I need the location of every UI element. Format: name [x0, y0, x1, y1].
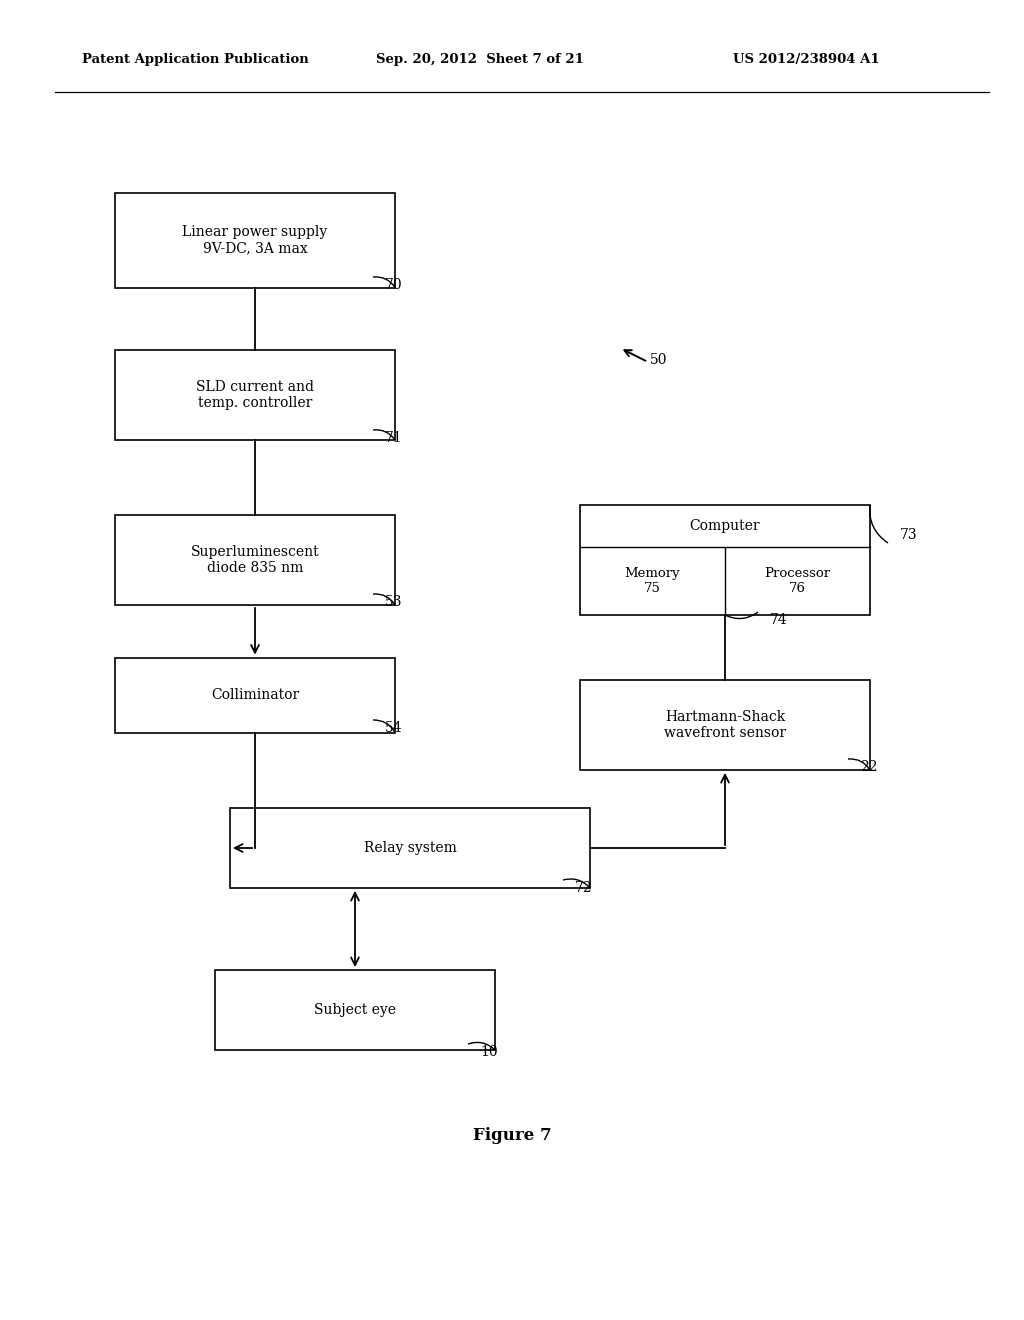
Bar	[115, 350, 395, 440]
Text: 50: 50	[650, 352, 668, 367]
Bar	[215, 970, 495, 1049]
Text: Subject eye: Subject eye	[314, 1003, 396, 1016]
Text: Figure 7: Figure 7	[473, 1126, 551, 1143]
Text: SLD current and
temp. controller: SLD current and temp. controller	[196, 380, 314, 411]
Text: Sep. 20, 2012  Sheet 7 of 21: Sep. 20, 2012 Sheet 7 of 21	[376, 54, 584, 66]
Text: 54: 54	[385, 721, 402, 735]
Bar	[580, 680, 870, 770]
Text: 22: 22	[860, 760, 878, 774]
Text: US 2012/238904 A1: US 2012/238904 A1	[733, 54, 880, 66]
Bar	[115, 193, 395, 288]
Text: 73: 73	[900, 528, 918, 543]
Text: Memory
75: Memory 75	[625, 566, 680, 595]
Text: 70: 70	[385, 279, 402, 292]
Bar	[580, 506, 870, 615]
Bar	[115, 515, 395, 605]
Text: Linear power supply
9V-DC, 3A max: Linear power supply 9V-DC, 3A max	[182, 224, 328, 255]
Text: 10: 10	[480, 1045, 498, 1059]
Text: 71: 71	[385, 432, 402, 445]
Text: Patent Application Publication: Patent Application Publication	[82, 54, 309, 66]
Text: Computer: Computer	[690, 519, 760, 533]
Text: Colliminator: Colliminator	[211, 688, 299, 702]
Bar	[115, 657, 395, 733]
Text: Processor
76: Processor 76	[765, 566, 830, 595]
Text: 74: 74	[770, 612, 787, 627]
Text: Relay system: Relay system	[364, 841, 457, 855]
Text: 53: 53	[385, 595, 402, 609]
Bar	[230, 808, 590, 888]
Text: 72: 72	[575, 880, 593, 895]
Text: Superluminescent
diode 835 nm: Superluminescent diode 835 nm	[190, 545, 319, 576]
Text: Hartmann-Shack
wavefront sensor: Hartmann-Shack wavefront sensor	[664, 710, 786, 741]
